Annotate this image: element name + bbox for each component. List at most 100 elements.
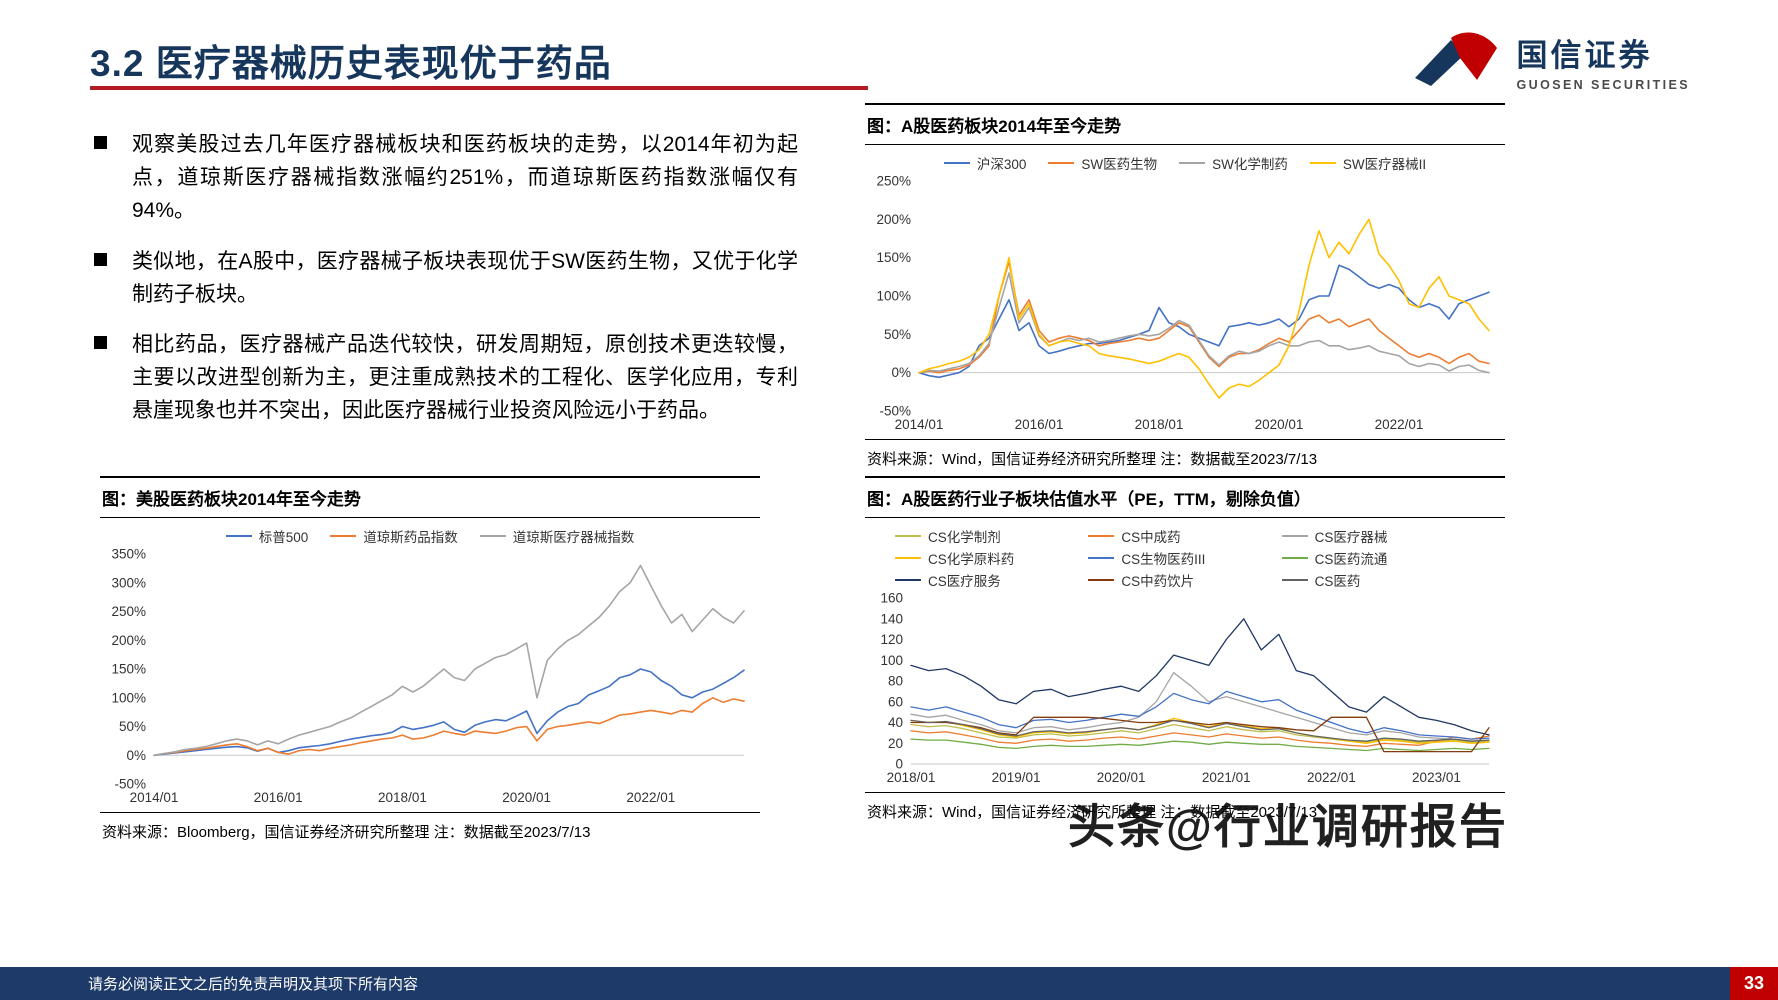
chart-us-trend: 350% 300% 250% 200% 150% 100% 50% 0% -50% 2014/01… xyxy=(100,546,760,808)
svg-text:140: 140 xyxy=(880,611,903,626)
svg-text:2022/01: 2022/01 xyxy=(1307,770,1356,785)
svg-text:40: 40 xyxy=(888,715,903,730)
legend-label: 沪深300 xyxy=(976,157,1027,172)
svg-text:2020/01: 2020/01 xyxy=(502,790,551,805)
bullet-item: 观察美股过去几年医疗器械板块和医药板块的走势，以2014年初为起点，道琼斯医疗器… xyxy=(92,128,798,228)
legend-item: 沪深300 xyxy=(943,153,1027,173)
legend-line-swatch xyxy=(1281,579,1308,581)
svg-text:2023/01: 2023/01 xyxy=(1412,770,1461,785)
svg-text:50%: 50% xyxy=(119,719,146,734)
legend-label: CS中药饮片 xyxy=(1121,574,1195,589)
legend-item: 标普500 xyxy=(225,526,309,546)
svg-text:200%: 200% xyxy=(111,633,146,648)
svg-text:2016/01: 2016/01 xyxy=(1015,417,1064,432)
svg-text:2021/01: 2021/01 xyxy=(1202,770,1251,785)
legend-line-swatch xyxy=(330,535,357,537)
legend-item: CS化学原料药 xyxy=(895,548,1014,568)
chart-title: 图：A股医药板块2014年至今走势 xyxy=(865,103,1505,145)
panel-pe-valuation: 图：A股医药行业子板块估值水平（PE，TTM，剔除负值） CS化学制剂 CS中成药… xyxy=(865,476,1505,822)
chart-legend: 沪深300 SW医药生物 SW化学制药 SW医疗器械II xyxy=(865,153,1505,173)
svg-text:160: 160 xyxy=(880,591,903,606)
svg-text:20: 20 xyxy=(888,736,903,751)
bullet-square-icon xyxy=(94,136,107,149)
svg-text:250%: 250% xyxy=(111,604,146,619)
svg-text:80: 80 xyxy=(888,674,903,689)
legend-label: CS化学原料药 xyxy=(928,552,1015,567)
legend-item: SW医药生物 xyxy=(1048,153,1157,173)
svg-text:2019/01: 2019/01 xyxy=(992,770,1041,785)
legend-label: SW化学制药 xyxy=(1212,157,1288,172)
svg-text:-50%: -50% xyxy=(879,404,911,419)
svg-text:50%: 50% xyxy=(884,327,911,342)
chart-title: 图：A股医药行业子板块估值水平（PE，TTM，剔除负值） xyxy=(865,476,1505,518)
chart-pe-valuation: 160 140 120 100 80 60 40 20 0 2018/01 2019/01 2020/… xyxy=(865,590,1505,788)
bullet-item: 类似地，在A股中，医疗器械子板块表现优于SW医药生物，又优于化学制药子板块。 xyxy=(92,245,798,311)
guosen-logo: 国信证券 GUOSEN SECURITIES xyxy=(1407,30,1690,92)
svg-text:150%: 150% xyxy=(111,662,146,677)
legend-label: 道琼斯医疗器械指数 xyxy=(512,530,635,545)
legend-line-swatch xyxy=(225,535,252,537)
legend-label: 标普500 xyxy=(258,530,309,545)
legend-label: SW医疗器械II xyxy=(1342,157,1427,172)
bullet-square-icon xyxy=(94,335,107,349)
svg-text:150%: 150% xyxy=(876,250,911,265)
legend-item: CS医疗服务 xyxy=(895,570,1001,590)
svg-text:200%: 200% xyxy=(876,212,911,227)
legend-line-swatch xyxy=(943,162,970,164)
legend-item: 道琼斯医疗器械指数 xyxy=(479,526,635,546)
svg-text:0: 0 xyxy=(895,757,903,772)
guosen-logo-icon xyxy=(1414,32,1497,86)
legend-item: CS化学制剂 xyxy=(895,526,1001,546)
legend-line-swatch xyxy=(1309,162,1336,164)
legend-label: 道琼斯药品指数 xyxy=(363,530,458,545)
legend-item: CS医药 xyxy=(1281,570,1361,590)
legend-label: CS医疗服务 xyxy=(928,574,1001,589)
svg-text:2018/01: 2018/01 xyxy=(887,770,936,785)
svg-text:100%: 100% xyxy=(111,690,146,705)
footer-bar: 请务必阅读正文之后的免责声明及其项下所有内容 33 xyxy=(0,967,1778,1000)
legend-label: CS生物医药III xyxy=(1121,552,1206,567)
legend-item: CS生物医药III xyxy=(1088,548,1205,568)
legend-line-swatch xyxy=(1088,579,1115,581)
svg-text:2014/01: 2014/01 xyxy=(895,417,944,432)
legend-label: CS医药 xyxy=(1314,574,1361,589)
legend-line-swatch xyxy=(1088,557,1115,559)
svg-text:-50%: -50% xyxy=(114,777,146,792)
legend-label: CS化学制剂 xyxy=(928,530,1001,545)
svg-text:2022/01: 2022/01 xyxy=(1375,417,1424,432)
legend-line-swatch xyxy=(1281,535,1308,537)
legend-item: SW医疗器械II xyxy=(1309,153,1427,173)
svg-text:2018/01: 2018/01 xyxy=(378,790,427,805)
svg-text:2016/01: 2016/01 xyxy=(254,790,303,805)
svg-text:2018/01: 2018/01 xyxy=(1135,417,1184,432)
panel-us-trend: 图：美股医药板块2014年至今走势 标普500 道琼斯药品指数 道琼斯医疗器械指数 … xyxy=(100,476,760,842)
svg-text:2020/01: 2020/01 xyxy=(1097,770,1146,785)
bullet-text: 观察美股过去几年医疗器械板块和医药板块的走势，以2014年初为起点，道琼斯医疗器… xyxy=(132,133,798,223)
chart-source: 资料来源：Wind，国信证券经济研究所整理 注：数据截至2023/7/13 xyxy=(865,439,1505,469)
svg-text:60: 60 xyxy=(888,694,903,709)
svg-text:2014/01: 2014/01 xyxy=(130,790,179,805)
svg-text:2020/01: 2020/01 xyxy=(1255,417,1304,432)
legend-line-swatch xyxy=(895,557,921,559)
page-title: 3.2 医疗器械历史表现优于药品 xyxy=(90,43,612,84)
legend-item: CS中成药 xyxy=(1088,526,1181,546)
title-underline xyxy=(90,86,868,90)
legend-item: CS医药流通 xyxy=(1281,548,1387,568)
legend-line-swatch xyxy=(895,579,921,581)
bullet-text: 类似地，在A股中，医疗器械子板块表现优于SW医药生物，又优于化学制药子板块。 xyxy=(132,249,798,306)
guosen-logo-text: 国信证券 GUOSEN SECURITIES xyxy=(1517,30,1690,92)
legend-line-swatch xyxy=(479,535,506,537)
logo-name-cn: 国信证券 xyxy=(1516,38,1653,73)
chart-ashare-trend: 250% 200% 150% 100% 50% 0% -50% 2014/01 2016/01 2… xyxy=(865,173,1505,435)
svg-text:2022/01: 2022/01 xyxy=(626,790,675,805)
legend-label: CS中成药 xyxy=(1121,530,1181,545)
panel-ashare-trend: 图：A股医药板块2014年至今走势 沪深300 SW医药生物 SW化学制药 SW医疗器… xyxy=(865,103,1505,469)
svg-text:100%: 100% xyxy=(876,289,911,304)
legend-line-swatch xyxy=(1048,162,1075,164)
bullet-text: 相比药品，医疗器械产品迭代较快，研发周期短，原创技术更迭较慢，主要以改进型创新为… xyxy=(132,332,798,423)
chart-source: 资料来源：Wind，国信证券经济研究所整理 注：数据截至2023/7/13 xyxy=(865,792,1505,822)
svg-text:120: 120 xyxy=(880,632,903,647)
bullet-square-icon xyxy=(94,252,107,266)
footer-disclaimer: 请务必阅读正文之后的免责声明及其项下所有内容 xyxy=(88,976,419,993)
